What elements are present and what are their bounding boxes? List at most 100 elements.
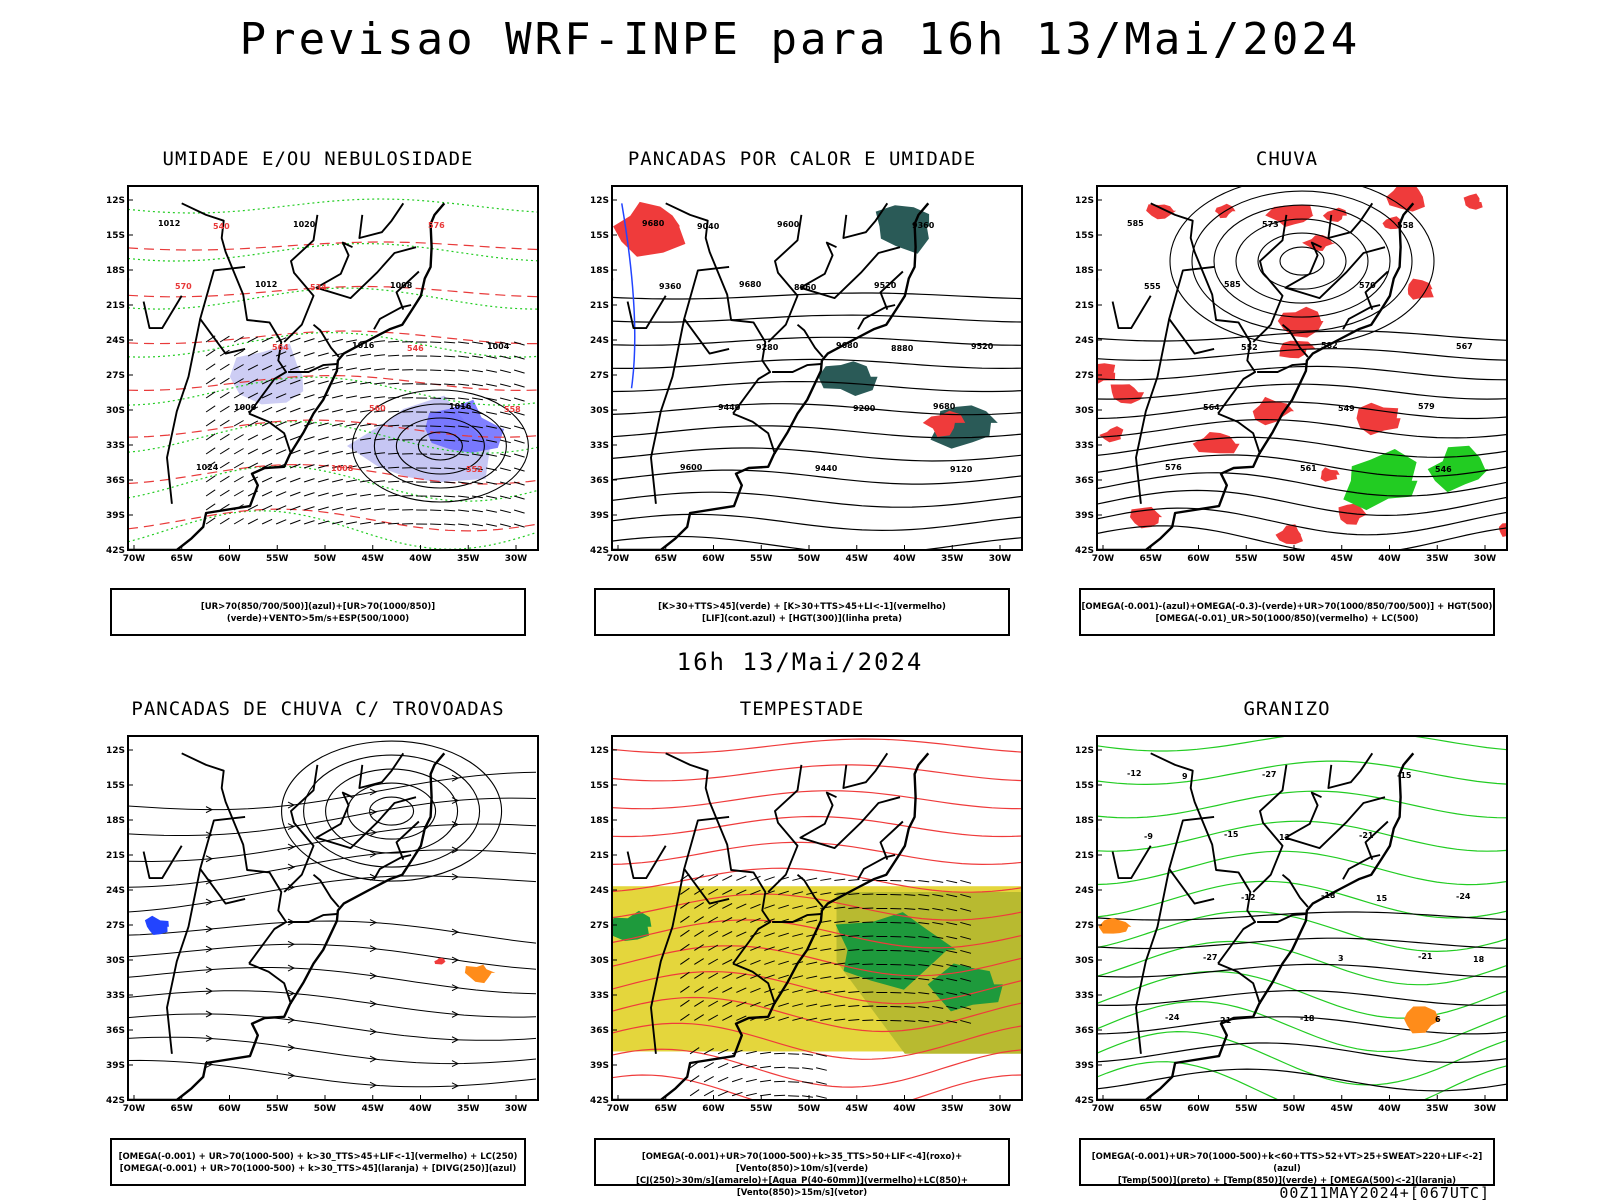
lon-tick-label: 30W [1474,1104,1497,1114]
wind-vector [430,398,441,399]
contour-label: 9 [1182,772,1188,781]
contour-label: 12 [1279,833,1290,842]
lat-tick-label: 24S [106,336,125,346]
contour-label: 567 [1456,342,1473,351]
contour-label: 9520 [971,342,994,351]
plot-area: 9680968096809680960096009520952094409440… [582,186,1022,554]
lat-tick-label: 36S [1075,1026,1094,1036]
contour-label: 9680 [739,280,762,289]
lat-tick-label: 21S [590,851,609,861]
lat-tick-label: 18S [106,266,125,276]
lon-tick-label: 70W [123,1104,146,1114]
contour-label: -12 [1127,769,1141,778]
lat-tick-label: 21S [1075,851,1094,861]
contour-label: 1024 [196,463,219,472]
contour-label: 1012 [255,280,277,289]
wind-vector [788,1096,799,1097]
contour-label: 570 [1359,281,1376,290]
lon-tick-label: 60W [702,1104,725,1114]
lon-tick-label: 55W [1235,1104,1258,1114]
lon-tick-label: 45W [1331,554,1354,564]
contour-label: 1000 [234,403,257,412]
contour-label: 540 [213,222,230,231]
contour-label: 1016 [352,341,375,350]
lon-tick-label: 35W [941,554,964,564]
lat-tick-label: 39S [1075,1061,1094,1071]
contour-label: 9600 [777,220,800,229]
contour-label: -18 [1321,891,1336,900]
contour-label: -9 [1144,832,1153,841]
lon-tick-label: 60W [1187,1104,1210,1114]
contour-label: 8880 [891,344,914,353]
lat-tick-label: 24S [106,886,125,896]
wind-vector [430,454,441,455]
contour-label: 9680 [933,402,956,411]
legend-line: [OMEGA(-0.001)+UR>70(1000-500)+k<60+TTS>… [1081,1151,1493,1175]
lon-tick-label: 40W [1378,1104,1401,1114]
lat-tick-label: 33S [1075,991,1094,1001]
contour-label: 585 [1127,219,1144,228]
contour-label: 15 [1376,894,1388,903]
lat-tick-label: 36S [106,476,125,486]
panel-legend: [OMEGA(-0.001)+UR>70(1000-500)+k<60+TTS>… [1079,1138,1495,1186]
wind-vector [430,468,441,469]
lat-tick-label: 30S [106,956,125,966]
lat-tick-label: 33S [590,991,609,1001]
lon-tick-label: 70W [123,554,146,564]
contour-label: 9680 [836,341,859,350]
lat-tick-label: 15S [1075,781,1094,791]
contour-label: -24 [1165,1013,1180,1022]
contour-label: 1008 [331,464,354,473]
lat-tick-label: 18S [106,816,125,826]
plot-area: 1012101210161016102410201008100410001008… [98,186,538,550]
wind-vector [788,1054,799,1055]
lat-tick-label: 39S [590,511,609,521]
lat-tick-label: 24S [590,336,609,346]
lon-tick-label: 30W [1474,554,1497,564]
lat-tick-label: 18S [590,816,609,826]
lon-tick-label: 35W [457,1104,480,1114]
panel-title: UMIDADE E/OU NEBULOSIDADE [88,148,548,170]
lat-tick-label: 27S [590,371,609,381]
contour-label: 558 [504,405,521,414]
lat-tick-label: 15S [1075,231,1094,241]
panel-legend: [OMEGA(-0.001)+UR>70(1000-500)+k>35_TTS>… [594,1138,1010,1186]
wind-vector [430,496,441,497]
panel-title: PANCADAS DE CHUVA C/ TROVOADAS [88,698,548,720]
map-pancadas-calor: 9680968096809680960096009520952094409440… [582,178,1056,574]
lat-tick-label: 27S [106,371,125,381]
contour-label: 3 [1338,954,1344,963]
wind-vector [430,426,441,427]
panel-granizo: GRANIZO -12-15-18-21-24-27-21-24-27-18-1… [1057,698,1557,1198]
lat-tick-label: 15S [106,781,125,791]
wind-vector [430,342,441,343]
contour-label: 9200 [853,404,876,413]
legend-line: [CJ(250)>30m/s](amarelo)+[Agua_P(40-60mm… [596,1175,1008,1199]
lat-tick-label: 18S [590,266,609,276]
lon-tick-label: 45W [1331,1104,1354,1114]
lon-tick-label: 55W [1235,554,1258,564]
lon-tick-label: 35W [1426,554,1449,564]
contour-label: 582 [1321,341,1338,350]
lon-tick-label: 65W [1140,1104,1163,1114]
contour-label: -21 [1359,831,1374,840]
lon-tick-label: 60W [702,554,725,564]
valid-time-subtitle: 16h 13/Mai/2024 [0,648,1600,676]
map-granizo: -12-15-18-21-24-27-21-24-27-18-15-9-1236… [1067,728,1541,1124]
lon-tick-label: 40W [409,1104,432,1114]
lat-tick-label: 21S [590,301,609,311]
lon-tick-label: 45W [362,554,385,564]
lon-tick-label: 65W [655,554,678,564]
contour-label: 1004 [487,342,510,351]
lat-tick-label: 12S [590,196,609,206]
contour-label: 9360 [659,282,682,291]
contour-label: 549 [1338,404,1355,413]
lon-tick-label: 35W [941,1104,964,1114]
wind-vector [430,482,441,483]
lat-tick-label: 24S [1075,886,1094,896]
lat-tick-label: 27S [590,921,609,931]
contour-label: -27 [1262,770,1276,779]
